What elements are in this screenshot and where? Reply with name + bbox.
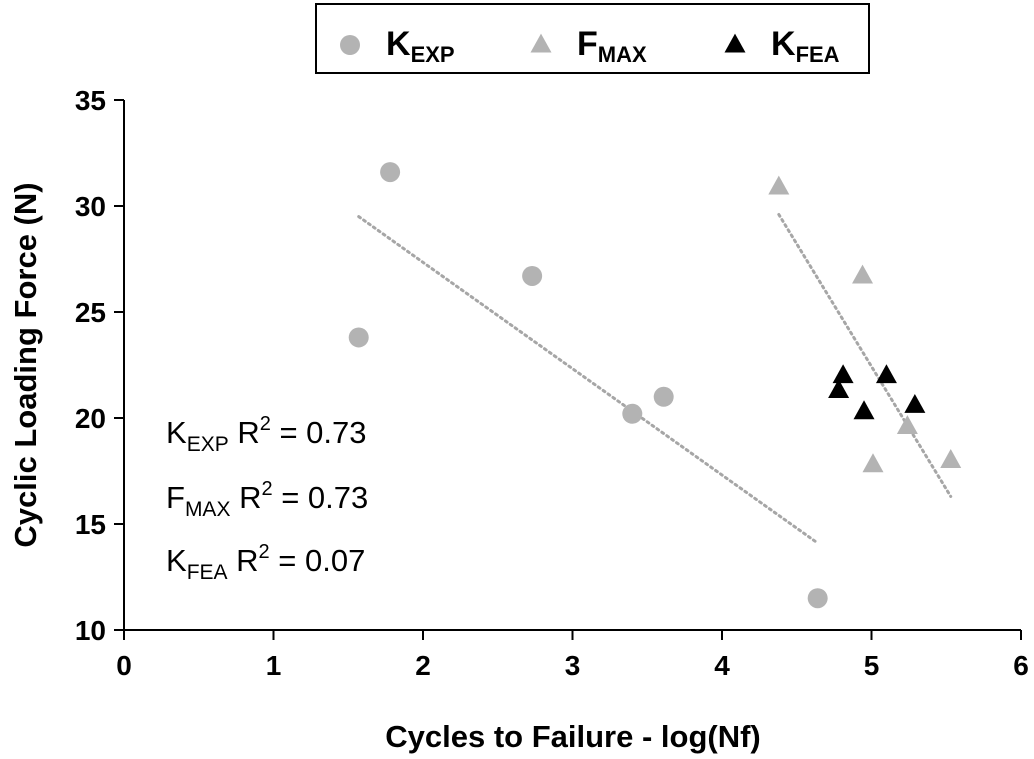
x-tick-label: 2 — [415, 650, 431, 681]
legend-box — [315, 3, 870, 74]
point-f-max — [862, 453, 884, 473]
y-tick-label: 35 — [75, 85, 106, 116]
point-k-fea — [828, 379, 850, 398]
point-k-exp — [807, 588, 828, 609]
x-axis-title: Cycles to Failure - log(Nf) — [385, 719, 760, 754]
point-k-fea — [853, 400, 875, 420]
x-tick-label: 4 — [714, 650, 730, 681]
x-tick-label: 5 — [864, 650, 880, 681]
y-tick-label: 10 — [75, 615, 106, 646]
point-k-fea — [904, 393, 926, 413]
y-axis-ticks: 10 15 20 25 30 35 — [75, 85, 124, 646]
legend-marker-k-fea — [724, 33, 746, 53]
point-f-max — [768, 175, 790, 195]
point-k-exp — [380, 162, 401, 183]
point-k-exp — [622, 403, 643, 424]
legend-label-f-max: FMAX — [577, 25, 647, 67]
r-squared-annotation: FMAX R2 = 0.73 — [166, 478, 368, 521]
trendline-f-max — [777, 212, 953, 498]
trendline-k-exp — [357, 215, 820, 545]
legend-label-k-fea: KFEA — [771, 25, 840, 67]
point-f-max — [852, 264, 874, 284]
point-k-exp — [653, 386, 674, 407]
data-points — [348, 162, 962, 609]
r-squared-annotation: KFEA R2 = 0.07 — [166, 541, 365, 584]
y-tick-label: 30 — [75, 191, 106, 222]
y-tick-label: 15 — [75, 509, 106, 540]
point-k-fea — [875, 364, 897, 384]
x-tick-label: 6 — [1013, 650, 1029, 681]
y-tick-label: 20 — [75, 403, 106, 434]
point-k-exp — [522, 265, 543, 286]
y-tick-label: 25 — [75, 297, 106, 328]
x-axis-ticks: 0 1 2 3 4 5 6 — [116, 630, 1029, 681]
r-squared-annotations: KEXP R2 = 0.73 FMAX R2 = 0.73 KFEA R2 = 0.… — [166, 413, 368, 584]
legend: KEXP FMAX KFEA — [315, 3, 870, 74]
legend-marker-k-exp — [340, 35, 360, 55]
point-f-max — [940, 449, 962, 468]
point-f-max — [896, 415, 918, 435]
r-squared-annotation: KEXP R2 = 0.73 — [166, 413, 367, 456]
y-axis-title: Cyclic Loading Force (N) — [8, 182, 43, 547]
trendlines — [357, 212, 953, 545]
point-k-exp — [348, 327, 369, 348]
legend-label-k-exp: KEXP — [386, 25, 455, 67]
x-tick-label: 1 — [266, 650, 282, 681]
x-tick-label: 3 — [565, 650, 581, 681]
legend-marker-f-max — [530, 33, 552, 53]
x-tick-label: 0 — [116, 650, 132, 681]
point-k-fea — [832, 364, 854, 384]
